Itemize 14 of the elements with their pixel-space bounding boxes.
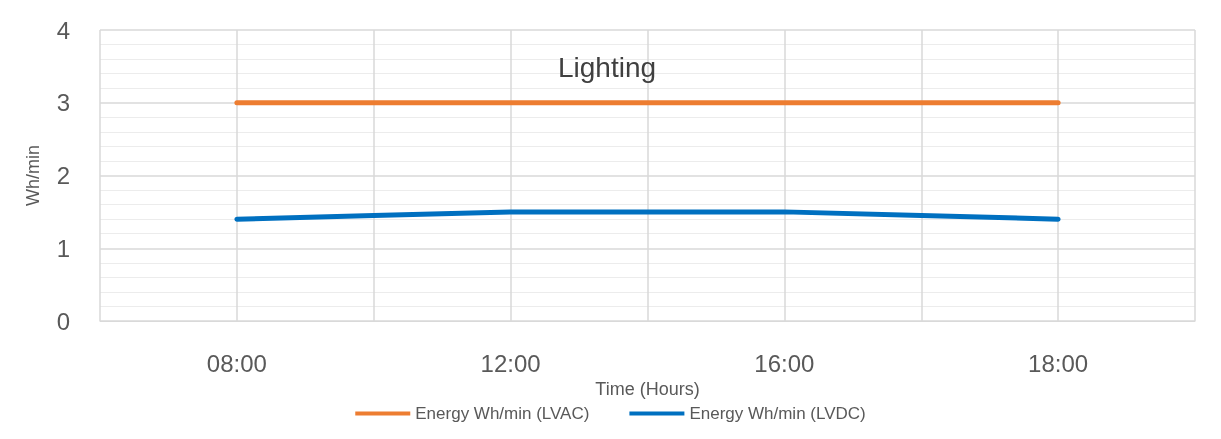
legend-label: Energy Wh/min (LVDC)	[689, 404, 866, 423]
x-tick-label: 08:00	[206, 349, 267, 377]
legend-label: Energy Wh/min (LVAC)	[415, 404, 590, 423]
y-tick-label: 1	[56, 234, 70, 262]
y-tick-label: 0	[56, 307, 70, 335]
x-tick-label: 18:00	[1028, 349, 1089, 377]
y-tick-label: 2	[56, 162, 70, 189]
y-tick-label: 3	[56, 89, 70, 117]
y-axis-title: Wh/min	[23, 144, 43, 207]
text: Lighting	[558, 51, 657, 83]
x-tick-label: 16:00	[754, 349, 815, 377]
x-axis-title: Time (Hours)	[595, 378, 700, 399]
y-tick-label: 4	[56, 16, 70, 44]
x-tick-label: 12:00	[480, 349, 541, 377]
